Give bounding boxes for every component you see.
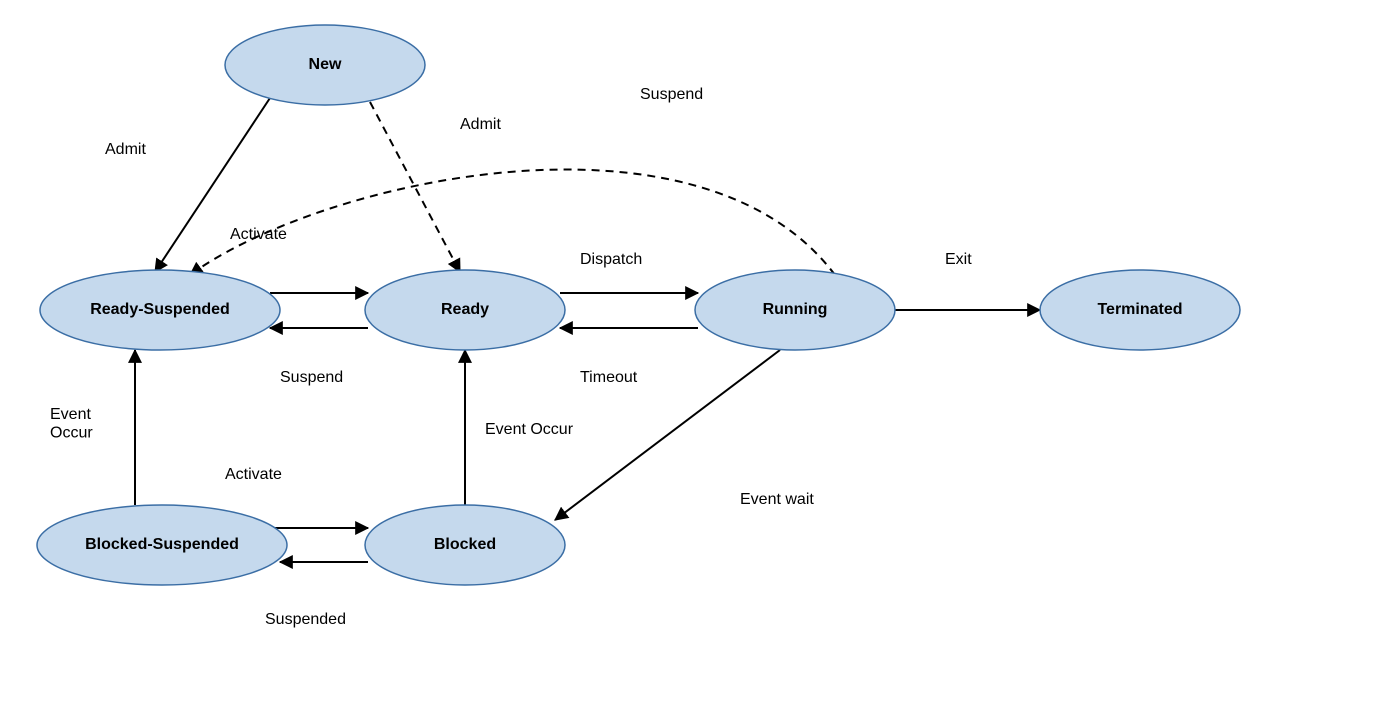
edge-label-suspend_run: Suspend <box>640 86 703 103</box>
node-label-running: Running <box>763 301 828 318</box>
state-diagram: Admit Admit Activate Suspend Dispatch Timeout… <box>0 0 1380 721</box>
node-label-blocked_suspended: Blocked-Suspended <box>85 536 239 553</box>
edge-label-suspend_rs: Suspend <box>280 369 343 386</box>
edge-label-eventoccur2: EventOccur <box>50 406 93 441</box>
edge-label-activate1: Activate <box>230 226 287 243</box>
edge-label-timeout: Timeout <box>580 369 638 386</box>
edge-label-eventoccur1: Event Occur <box>485 421 574 438</box>
edge-label-exit: Exit <box>945 251 972 268</box>
node-label-ready: Ready <box>441 301 489 318</box>
node-label-new: New <box>309 56 342 73</box>
node-label-blocked: Blocked <box>434 536 496 553</box>
edge-admit1 <box>155 98 270 272</box>
edge-label-dispatch: Dispatch <box>580 251 642 268</box>
node-label-terminated: Terminated <box>1097 301 1182 318</box>
edge-label-eventwait: Event wait <box>740 491 814 508</box>
edge-suspend_run <box>190 170 835 275</box>
edge-admit2 <box>370 102 460 272</box>
edge-label-admit2: Admit <box>460 116 501 133</box>
edge-label-admit1: Admit <box>105 141 146 158</box>
edge-label-activate2: Activate <box>225 466 282 483</box>
node-label-ready_suspended: Ready-Suspended <box>90 301 230 318</box>
edge-label-suspended: Suspended <box>265 611 346 628</box>
